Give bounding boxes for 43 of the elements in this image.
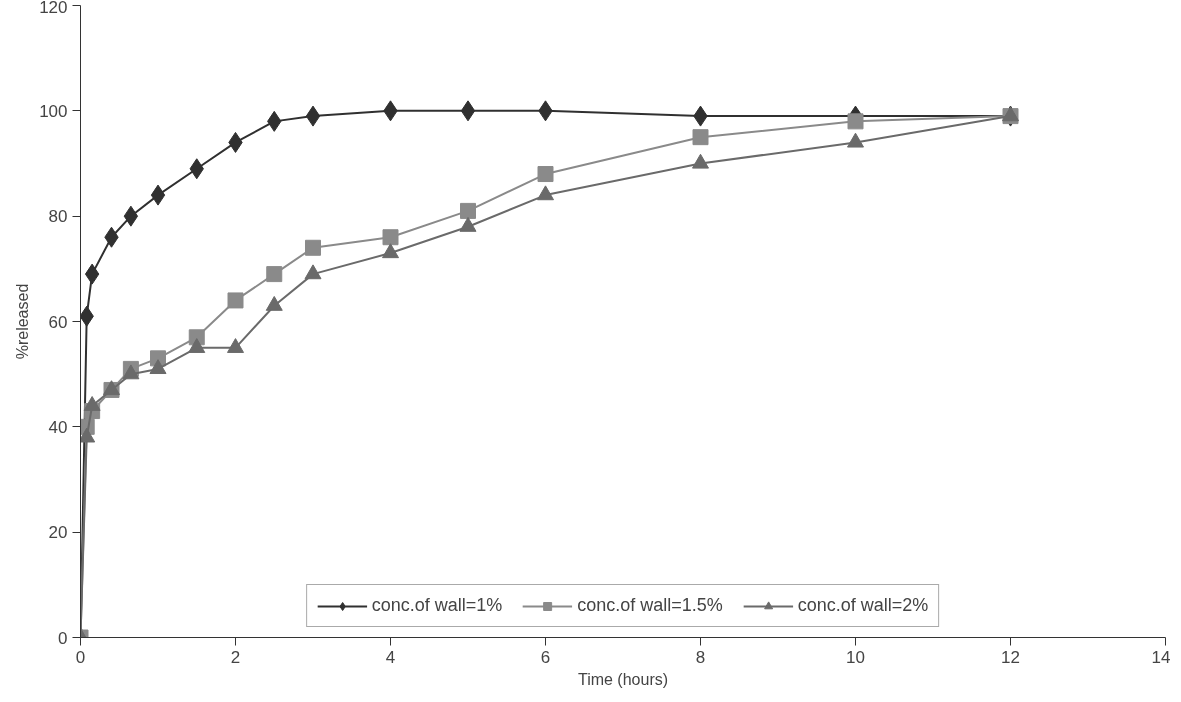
x-tick-label: 2	[230, 647, 241, 667]
point	[460, 202, 476, 219]
point	[149, 359, 167, 375]
point	[265, 295, 283, 311]
point	[537, 166, 554, 183]
legend-label: conc.of wall=1.5%	[577, 595, 723, 616]
point	[83, 396, 101, 411]
y-tick-label: 120	[39, 0, 68, 17]
point	[305, 239, 321, 256]
point	[84, 263, 100, 285]
point	[123, 205, 139, 227]
y-tick-label: 0	[58, 628, 68, 648]
y-tick-label: 20	[48, 523, 68, 543]
legend-label: conc.of wall=1%	[371, 595, 503, 616]
x-tick-label: 10	[846, 647, 865, 667]
x-tick-label: 14	[1151, 647, 1171, 667]
x-tick-label: 12	[1001, 647, 1020, 667]
point	[304, 264, 322, 280]
point	[188, 338, 206, 353]
point	[382, 229, 399, 246]
y-tick-label: 100	[39, 101, 68, 121]
y-tick-label: 60	[48, 312, 68, 332]
y-tick-label: 40	[48, 417, 68, 437]
y-axis-title: %released	[14, 283, 32, 360]
point	[266, 266, 283, 283]
x-tick-label: 6	[540, 647, 551, 667]
point	[692, 129, 709, 146]
point	[847, 113, 864, 130]
legend-label: conc.of wall=2%	[797, 595, 929, 616]
point	[80, 427, 96, 443]
y-tick-label: 80	[48, 207, 68, 227]
x-tick-label: 8	[695, 647, 706, 667]
x-tick-label: 4	[385, 647, 396, 667]
point	[305, 105, 321, 127]
point	[122, 364, 140, 380]
point	[537, 185, 554, 201]
x-tick-label: 0	[75, 647, 86, 667]
point	[382, 243, 399, 259]
point	[227, 292, 244, 309]
x-axis-title: Time (hours)	[577, 670, 669, 688]
point	[227, 338, 244, 353]
point	[460, 100, 476, 122]
point	[150, 184, 166, 206]
